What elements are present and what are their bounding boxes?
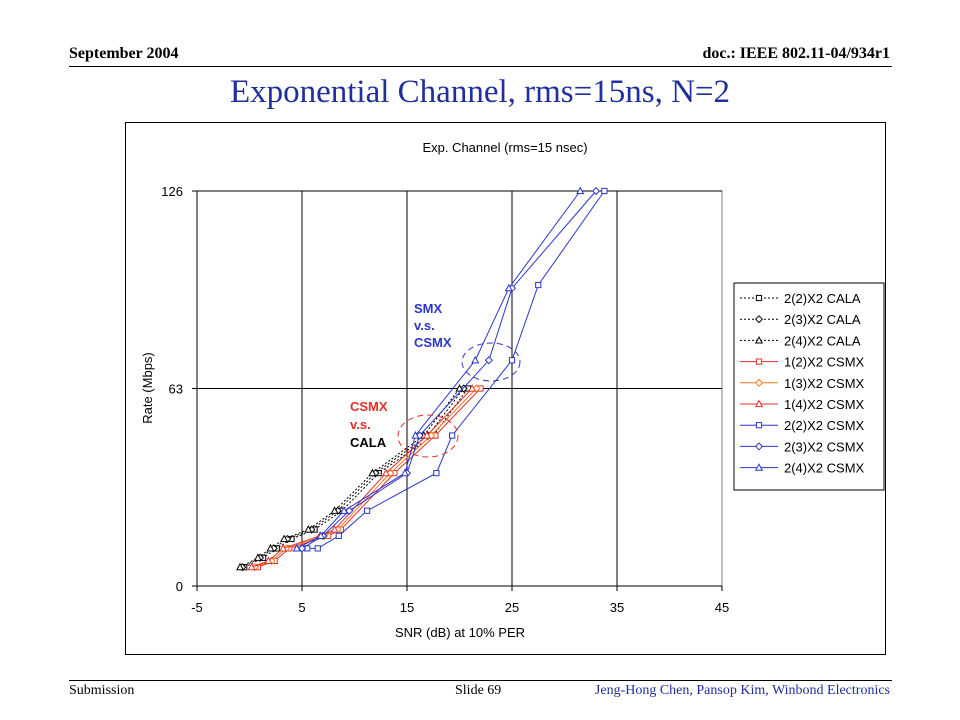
- legend-swatch-marker: [754, 335, 764, 344]
- data-point: [314, 545, 321, 552]
- x-axis-label: SNR (dB) at 10% PER: [395, 625, 525, 640]
- data-point: [411, 431, 420, 439]
- legend-label: 2(4)X2 CSMX: [784, 461, 865, 476]
- data-point: [459, 384, 468, 393]
- x-tick-label: 25: [505, 600, 519, 615]
- chart-title: Exp. Channel (rms=15 nsec): [422, 140, 587, 155]
- header-rule: [69, 66, 892, 67]
- annotation-smx-text: CSMX: [414, 335, 452, 350]
- series-line-2: [239, 388, 460, 568]
- annotation-smx-text: v.s.: [414, 318, 435, 333]
- series-line-1: [241, 388, 465, 568]
- legend-label: 1(4)X2 CSMX: [784, 397, 865, 412]
- data-point: [335, 532, 342, 539]
- y-tick-label: 126: [161, 184, 183, 199]
- x-tick-label: 35: [610, 600, 624, 615]
- data-point: [304, 525, 313, 533]
- series-line-8: [296, 190, 581, 549]
- data-point: [400, 468, 409, 477]
- annotation-csmx-text: v.s.: [350, 417, 371, 432]
- data-point: [339, 506, 349, 514]
- x-tick-label: -5: [191, 600, 203, 615]
- data-point: [535, 281, 542, 289]
- csmx-ellipse: [397, 414, 459, 458]
- annotation-csmx-text: CALA: [350, 435, 387, 450]
- legend-label: 2(3)X2 CSMX: [784, 439, 865, 454]
- y-tick-label: 63: [169, 382, 183, 397]
- legend-swatch-marker: [754, 399, 764, 408]
- footer-slide-number: Slide 69: [455, 683, 502, 698]
- footer-submission: Submission: [69, 683, 135, 698]
- x-tick-label: 45: [715, 600, 729, 615]
- series-line-4: [254, 388, 477, 568]
- data-point: [253, 553, 262, 561]
- legend-swatch-marker: [754, 315, 764, 324]
- legend-label: 2(2)X2 CALA: [784, 291, 861, 306]
- series-line-5: [251, 388, 473, 568]
- data-point: [266, 543, 275, 552]
- footer-rule: [69, 680, 892, 681]
- data-point: [576, 186, 585, 195]
- data-point: [504, 283, 513, 292]
- header-doc-id: doc.: IEEE 802.11-04/934r1: [702, 45, 890, 62]
- data-point: [433, 470, 440, 477]
- y-tick-label: 0: [176, 579, 183, 594]
- data-point: [422, 431, 431, 439]
- legend-swatch-marker: [755, 294, 763, 302]
- legend-swatch-marker: [754, 442, 764, 451]
- legend-swatch-marker: [755, 358, 763, 365]
- smx-ellipse: [461, 342, 521, 382]
- data-point: [364, 507, 371, 514]
- legend-label: 2(3)X2 CALA: [784, 312, 861, 327]
- data-point: [381, 468, 391, 477]
- data-point: [316, 531, 325, 539]
- legend-label: 2(4)X2 CALA: [784, 333, 861, 348]
- data-point: [292, 543, 301, 552]
- data-point: [508, 357, 516, 364]
- legend-label: 2(2)X2 CSMX: [784, 418, 865, 433]
- y-axis-label: Rate (Mbps): [140, 352, 155, 424]
- legend-swatch-marker: [755, 422, 763, 429]
- data-point: [264, 556, 273, 565]
- data-point: [247, 562, 256, 571]
- data-point: [471, 355, 480, 364]
- annotation-csmx-text: CSMX: [350, 399, 388, 414]
- annotation-smx-text: SMX: [414, 301, 443, 316]
- legend-label: 1(3)X2 CSMX: [784, 376, 865, 391]
- data-point: [330, 525, 339, 533]
- x-tick-label: 15: [400, 600, 414, 615]
- data-point: [484, 356, 494, 365]
- data-point: [280, 534, 289, 543]
- data-point: [236, 562, 245, 571]
- footer-authors: Jeng-Hong Chen, Pansop Kim, Winbond Elec…: [594, 683, 890, 698]
- legend-swatch-marker: [754, 378, 764, 387]
- x-tick-label: 5: [298, 600, 305, 615]
- data-point: [591, 186, 601, 196]
- legend-label: 1(2)X2 CSMX: [784, 355, 865, 370]
- legend-swatch-marker: [754, 463, 764, 471]
- data-point: [455, 384, 464, 392]
- data-point: [601, 187, 608, 195]
- slide-title: Exponential Channel, rms=15ns, N=2: [229, 74, 731, 110]
- data-point: [468, 384, 477, 392]
- data-point: [279, 543, 288, 552]
- data-point: [368, 468, 377, 477]
- header-date: September 2004: [69, 45, 179, 62]
- data-point: [449, 432, 456, 439]
- data-point: [330, 506, 339, 514]
